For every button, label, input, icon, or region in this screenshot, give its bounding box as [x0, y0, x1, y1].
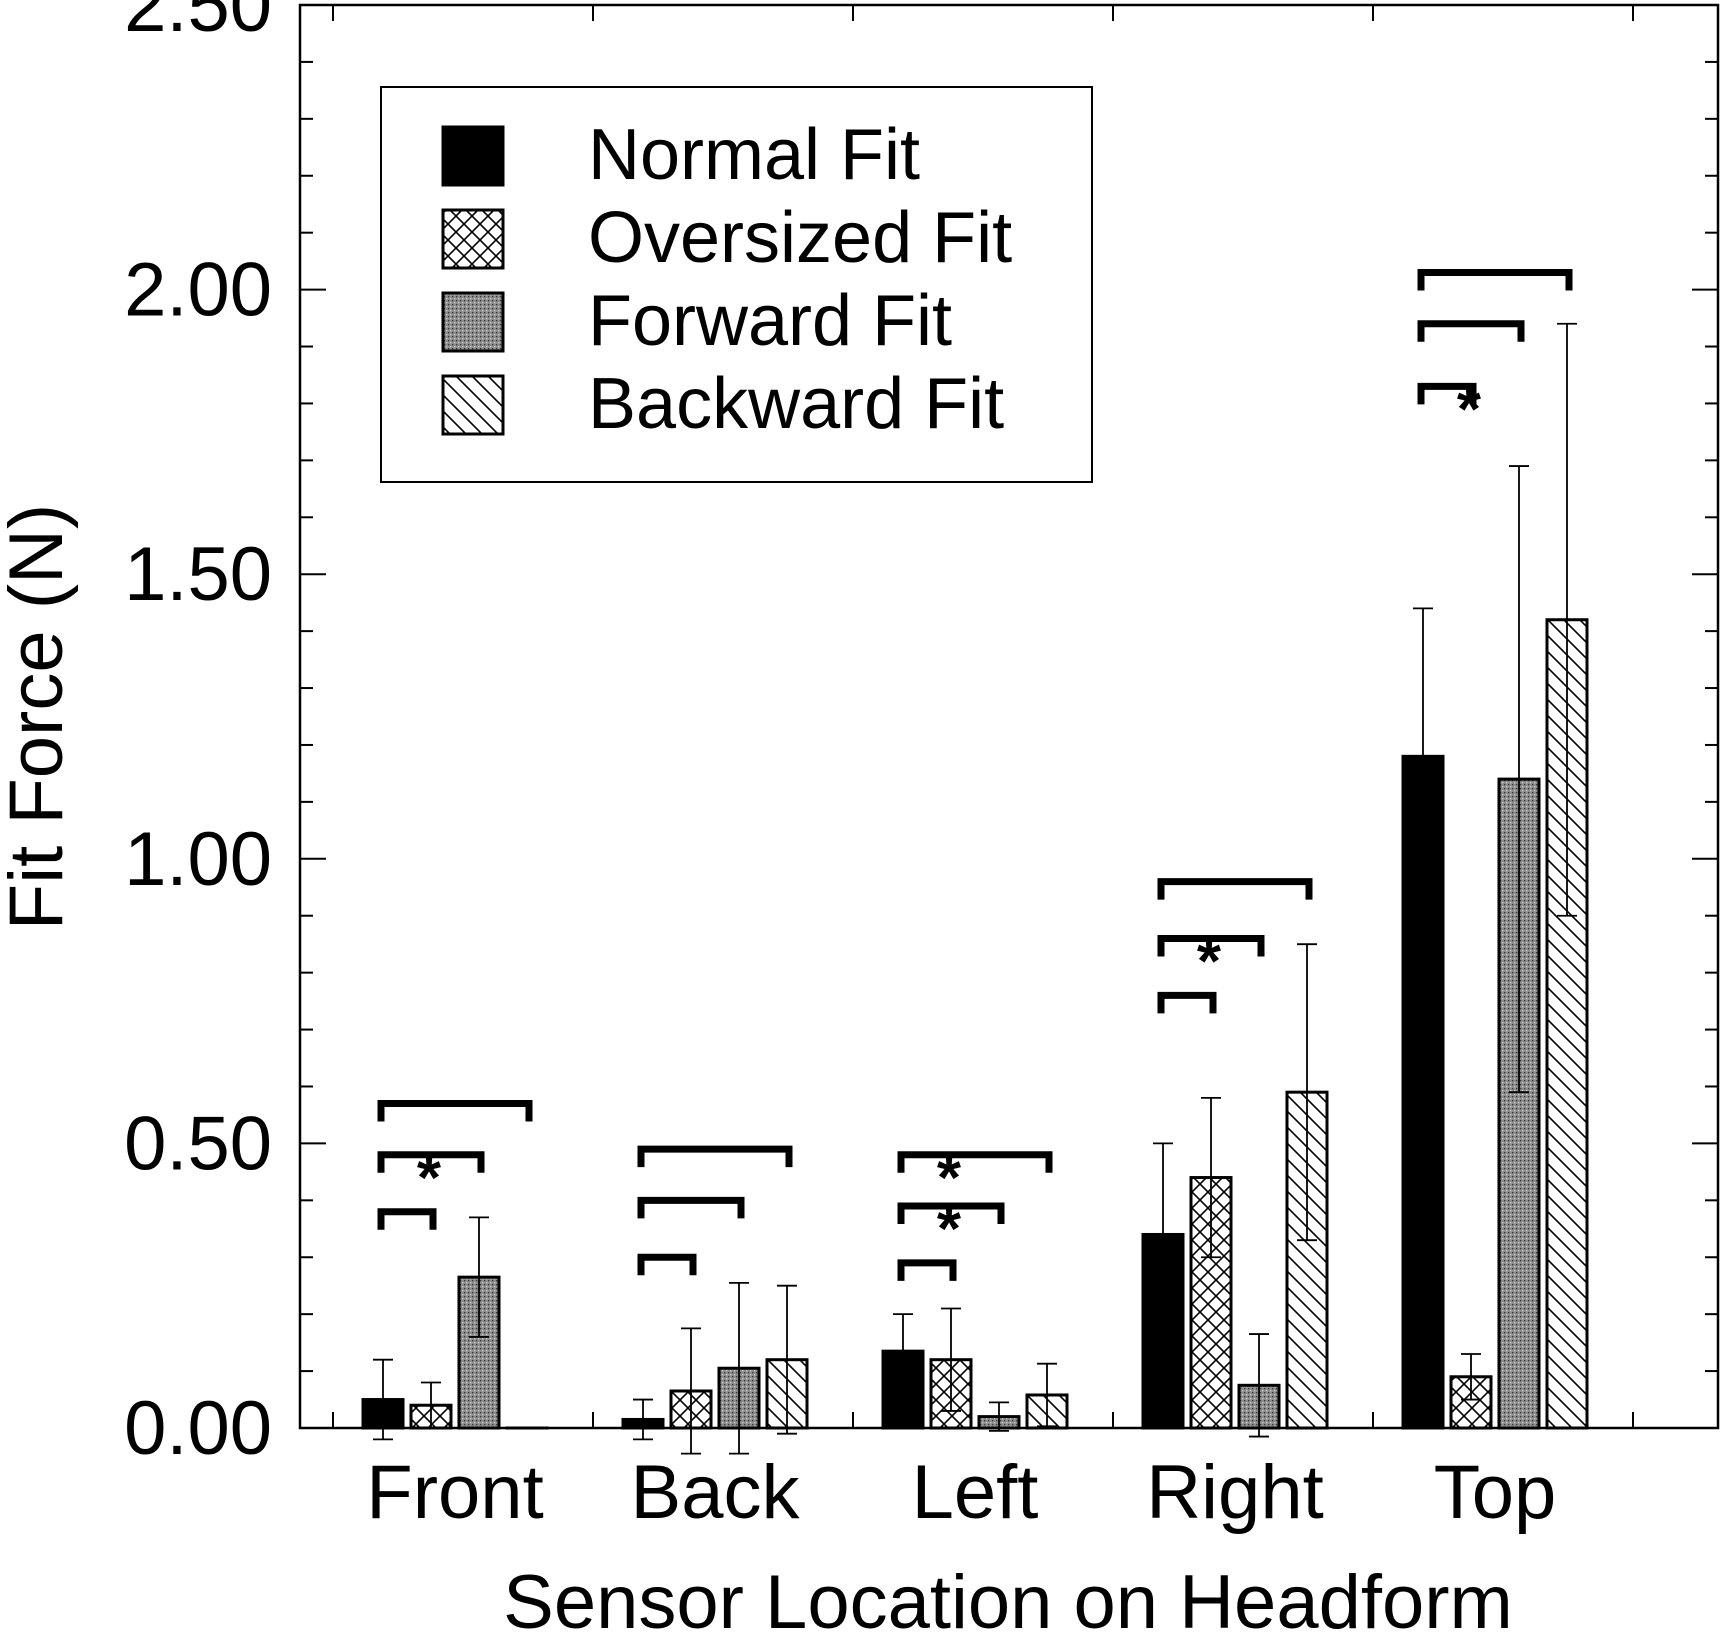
significance-bracket — [1157, 878, 1313, 900]
significance-bracket — [377, 1100, 533, 1122]
legend-swatch — [441, 291, 505, 353]
significance-marker: * — [1457, 375, 1482, 444]
errorbars-layer — [373, 322, 1577, 1455]
significance-bracket — [637, 1145, 793, 1168]
significance-bracket — [1157, 991, 1217, 1014]
significance-bracket — [897, 1202, 1005, 1225]
significance-bracket — [897, 1259, 957, 1281]
legend-swatch — [441, 374, 505, 436]
y-tick-label: 1.50 — [124, 532, 272, 617]
significance-marker: * — [937, 1195, 962, 1264]
legend-swatch — [441, 208, 505, 270]
y-tick-label: 2.50 — [124, 0, 272, 48]
y-axis-title: Fit Force (N) — [0, 504, 79, 930]
significance-bracket — [897, 1151, 1053, 1173]
significance-bracket — [637, 1253, 697, 1276]
legend-label: Forward Fit — [588, 281, 952, 361]
x-tick-label: Front — [366, 1450, 543, 1535]
significance-bracket — [1417, 269, 1573, 291]
x-axis-title: Sensor Location on Headform — [503, 1560, 1513, 1637]
y-tick-label: 2.00 — [124, 248, 272, 333]
significance-marker: * — [1197, 927, 1222, 996]
significance-bracket — [1417, 320, 1525, 342]
x-tick-label: Top — [1434, 1450, 1557, 1535]
significance-bracket — [1157, 934, 1265, 957]
legend-label: Normal Fit — [588, 115, 920, 195]
legend-swatch — [441, 125, 505, 187]
significance-marker: * — [937, 1144, 962, 1213]
x-tick-label: Back — [631, 1450, 801, 1535]
significance-bracket — [377, 1151, 485, 1173]
bars-layer — [361, 618, 1589, 1430]
y-axis: 0.00 0.50 1.00 1.50 2.00 2.50 — [124, 0, 1718, 1471]
significance-brackets-layer: ***** — [377, 269, 1573, 1281]
y-tick-label: 0.00 — [124, 1386, 272, 1471]
x-tick-label: Right — [1146, 1450, 1323, 1535]
y-tick-label: 1.00 — [124, 817, 272, 902]
x-axis: Front Back Left Right Top — [332, 5, 1634, 1535]
x-tick-label: Left — [912, 1450, 1039, 1535]
significance-bracket — [637, 1196, 745, 1219]
legend-label: Backward Fit — [588, 364, 1004, 444]
significance-bracket — [377, 1208, 437, 1230]
legend-label: Oversized Fit — [588, 198, 1012, 278]
bar — [457, 1275, 501, 1430]
significance-bracket — [1417, 382, 1477, 405]
y-tick-label: 0.50 — [124, 1101, 272, 1186]
significance-marker: * — [417, 1144, 442, 1213]
